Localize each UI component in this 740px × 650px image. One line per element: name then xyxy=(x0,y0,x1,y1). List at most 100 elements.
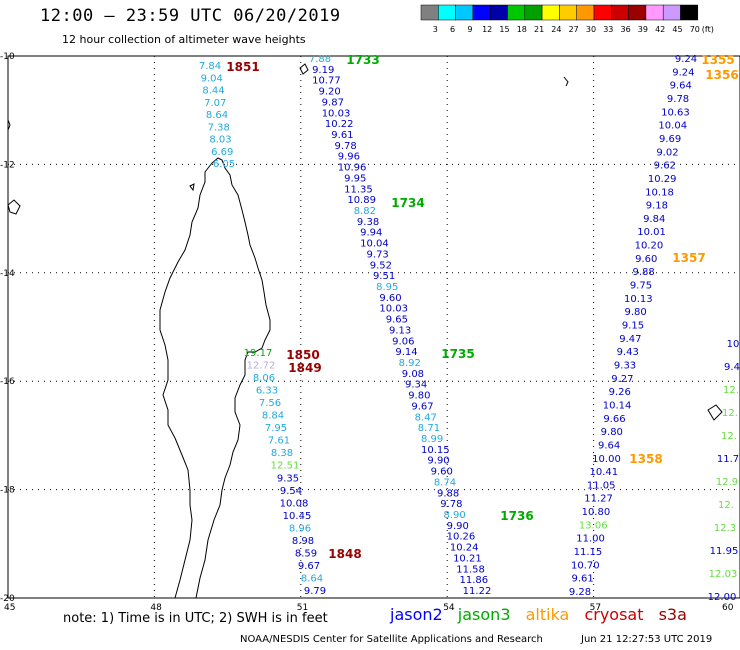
swh-value: 9.95 xyxy=(344,173,366,184)
swh-value: 10.08 xyxy=(280,498,309,509)
swh-value: 9.73 xyxy=(367,249,389,260)
swh-value: 9.38 xyxy=(357,217,379,228)
swh-value: 9.67 xyxy=(411,401,433,412)
swh-value: 8.64 xyxy=(301,573,323,584)
swh-value: 7.07 xyxy=(204,98,226,109)
pass-time-label: 1851 xyxy=(226,60,259,74)
swh-value: 10.89 xyxy=(347,195,376,206)
colorbar-swatch xyxy=(507,4,526,21)
swh-value: 8.38 xyxy=(271,448,293,459)
colorbar-tick: 21 xyxy=(534,25,544,34)
swh-value: 9.54 xyxy=(280,486,302,497)
colorbar-tick: 70 xyxy=(690,25,700,34)
lat-label: -14 xyxy=(0,269,15,279)
swh-value: 8.95 xyxy=(376,282,398,293)
swh-value: 8.96 xyxy=(289,523,311,534)
colorbar-swatch xyxy=(645,4,664,21)
swh-value: 9.61 xyxy=(331,130,353,141)
swh-value: 9.62 xyxy=(654,161,676,172)
swh-value: 10.15 xyxy=(421,445,450,456)
swh-value: 9.80 xyxy=(408,391,430,402)
swh-value: 8.64 xyxy=(206,110,228,121)
pass-time-label: 1735 xyxy=(441,347,474,361)
swh-value: 8.59 xyxy=(295,548,317,559)
swh-value: 9.33 xyxy=(614,360,636,371)
colorbar-swatch xyxy=(662,4,681,21)
legend-note: note: 1) Time is in UTC; 2) SWH is in fe… xyxy=(63,611,328,626)
swh-value: 11.58 xyxy=(456,564,485,575)
swh-value: 7.38 xyxy=(208,122,230,133)
pass-time-label: 1356 xyxy=(705,68,738,82)
swh-value: 9.06 xyxy=(392,336,414,347)
pass-time-label: 1358 xyxy=(629,452,662,466)
swh-value: 9.18 xyxy=(646,201,668,212)
swh-value: 10.41 xyxy=(590,467,619,478)
colorbar-tick: 18 xyxy=(517,25,527,34)
swh-value: 8.82 xyxy=(354,206,376,217)
swh-value: 6.69 xyxy=(211,147,233,158)
lon-label: 51 xyxy=(297,603,308,613)
swh-value: 7.88 xyxy=(309,54,331,65)
colorbar-tick: 24 xyxy=(551,25,561,34)
swh-value: 9.24 xyxy=(672,67,694,78)
colorbar-tick: 33 xyxy=(603,25,613,34)
swh-value: 8.98 xyxy=(292,536,314,547)
legend-s3a: s3a xyxy=(658,605,687,624)
swh-value: 12.51 xyxy=(271,461,300,472)
swh-value: 7.56 xyxy=(259,398,281,409)
swh-value: 9.66 xyxy=(603,414,625,425)
lon-label: 45 xyxy=(4,603,15,613)
swh-value: 10.96 xyxy=(338,163,367,174)
swh-value: 9.51 xyxy=(373,271,395,282)
swh-value: 10.29 xyxy=(648,174,677,185)
lat-label: -10 xyxy=(0,52,15,62)
swh-value: 12. xyxy=(722,408,738,419)
swh-value: 10.20 xyxy=(635,241,664,252)
swh-value: 10.04 xyxy=(658,121,687,132)
swh-value: 9.20 xyxy=(318,87,340,98)
colorbar-swatch xyxy=(559,4,577,21)
swh-value: 9.60 xyxy=(431,467,453,478)
plot-frame xyxy=(7,55,740,599)
satellite-legend: jason2 jason3 altika cryosat s3a xyxy=(390,605,697,624)
swh-value: 9.43 xyxy=(617,347,639,358)
swh-value: 8.99 xyxy=(421,434,443,445)
colorbar-swatch xyxy=(489,4,508,21)
swh-value: 9.08 xyxy=(402,369,424,380)
legend-jason2: jason2 xyxy=(390,605,443,624)
footer-timestamp: Jun 21 12:27:53 UTC 2019 xyxy=(581,634,713,645)
swh-value: 11.86 xyxy=(459,575,488,586)
colorbar-tick: 42 xyxy=(655,25,665,34)
swh-value: 9.64 xyxy=(670,81,692,92)
latitude-labels: -10 -12 -14 -16 -18 -20 xyxy=(0,52,15,604)
swh-value: 12.3 xyxy=(714,523,736,534)
colorbar-swatch xyxy=(438,4,456,21)
swh-value: 10.22 xyxy=(325,119,354,130)
swh-value: 9.24 xyxy=(675,54,697,65)
pass-time-label: 1850 xyxy=(286,348,319,362)
colorbar-tick: 9 xyxy=(467,25,472,34)
swh-value: 9.14 xyxy=(395,347,417,358)
swh-value: 10.04 xyxy=(360,239,389,250)
swh-value: 9.28 xyxy=(569,587,591,598)
lat-label: -20 xyxy=(0,594,15,604)
swh-value: 11.35 xyxy=(344,184,373,195)
swh-value: 9.79 xyxy=(304,586,326,597)
footer-credit: NOAA/NESDIS Center for Satellite Applica… xyxy=(240,634,543,645)
swh-value: 10.21 xyxy=(453,553,482,564)
swh-value: 9.27 xyxy=(611,374,633,385)
mozambique-coast xyxy=(7,119,11,131)
swh-value: 9.60 xyxy=(635,254,657,265)
colorbar-swatch xyxy=(472,4,491,21)
swh-value: 7.95 xyxy=(265,423,287,434)
legend-jason3: jason3 xyxy=(457,605,511,624)
colorbar-tick: 12 xyxy=(482,25,492,34)
swh-value: 9.90 xyxy=(447,521,469,532)
colorbar-tick: 30 xyxy=(586,25,596,34)
swh-value: 9.80 xyxy=(625,307,647,318)
island-ne xyxy=(299,63,309,75)
page-subtitle: 12 hour collection of altimeter wave hei… xyxy=(62,33,306,46)
swh-value: 10.26 xyxy=(447,532,476,543)
pass-time-label: 1736 xyxy=(500,509,533,523)
